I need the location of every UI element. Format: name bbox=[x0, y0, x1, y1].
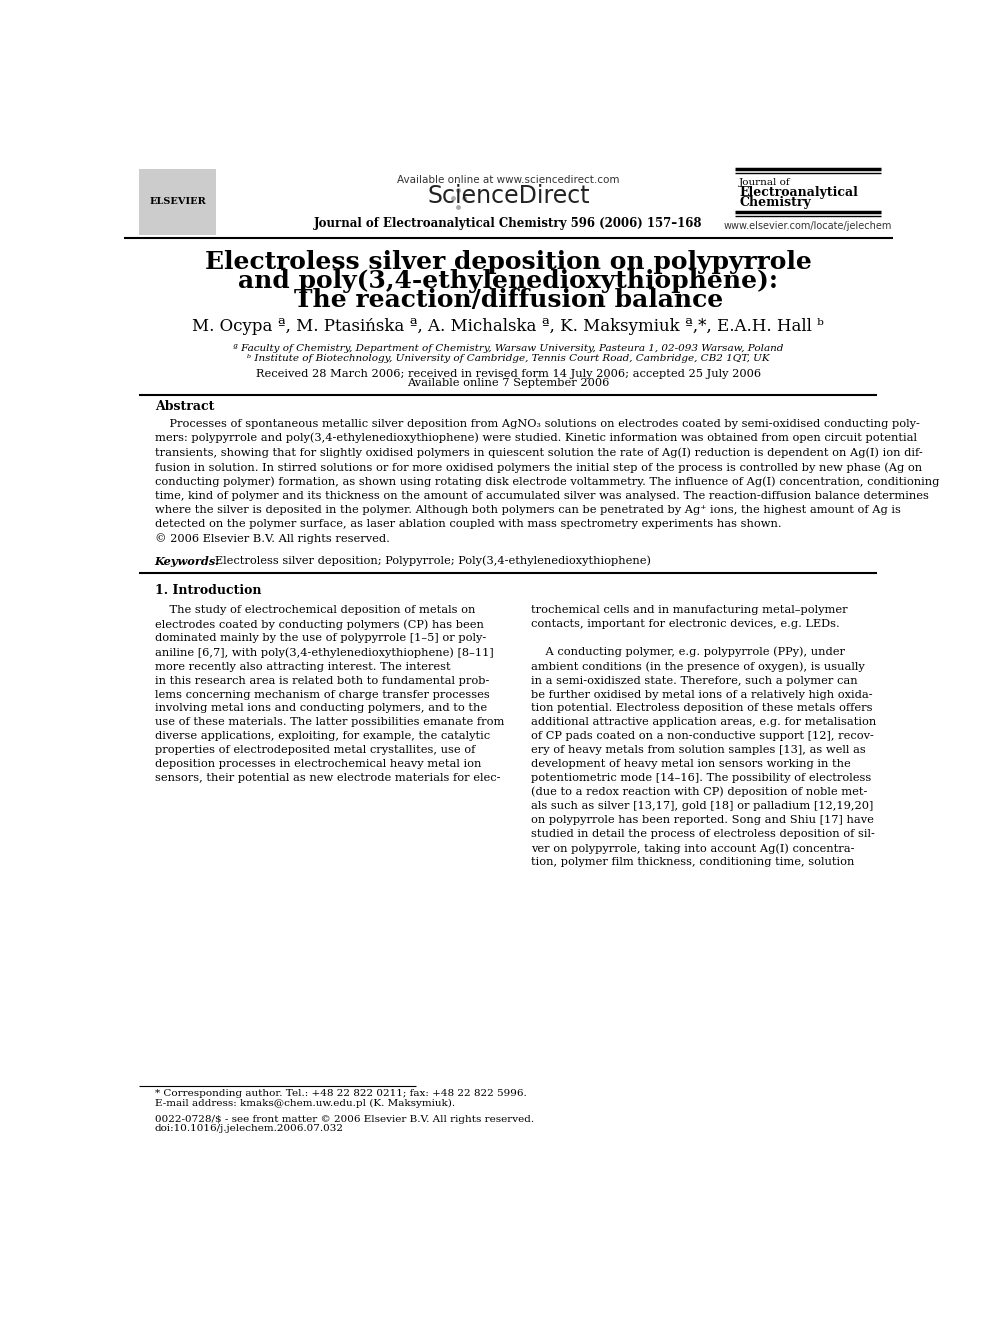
Text: 1. Introduction: 1. Introduction bbox=[155, 585, 261, 597]
Text: www.elsevier.com/locate/jelechem: www.elsevier.com/locate/jelechem bbox=[724, 221, 893, 232]
Text: ᵇ Institute of Biotechnology, University of Cambridge, Tennis Court Road, Cambri: ᵇ Institute of Biotechnology, University… bbox=[247, 355, 770, 363]
Text: and poly(3,4-ethylenedioxythiophene):: and poly(3,4-ethylenedioxythiophene): bbox=[238, 269, 779, 292]
Text: ScienceDirect: ScienceDirect bbox=[428, 184, 589, 209]
Text: Electroless silver deposition; Polypyrrole; Poly(3,4-ethylenedioxythiophene): Electroless silver deposition; Polypyrro… bbox=[214, 556, 651, 566]
Text: Keywords:: Keywords: bbox=[155, 556, 220, 566]
Text: Electroless silver deposition on polypyrrole: Electroless silver deposition on polypyr… bbox=[205, 250, 811, 274]
Text: Journal of Electroanalytical Chemistry 596 (2006) 157–168: Journal of Electroanalytical Chemistry 5… bbox=[314, 217, 702, 230]
Text: doi:10.1016/j.jelechem.2006.07.032: doi:10.1016/j.jelechem.2006.07.032 bbox=[155, 1125, 344, 1132]
Text: * Corresponding author. Tel.: +48 22 822 0211; fax: +48 22 822 5996.: * Corresponding author. Tel.: +48 22 822… bbox=[155, 1089, 527, 1098]
Text: Electroanalytical: Electroanalytical bbox=[739, 185, 858, 198]
Text: Abstract: Abstract bbox=[155, 400, 214, 413]
Text: Chemistry: Chemistry bbox=[739, 196, 810, 209]
Text: The reaction/diffusion balance: The reaction/diffusion balance bbox=[294, 288, 723, 312]
Text: Processes of spontaneous metallic silver deposition from AgNO₃ solutions on elec: Processes of spontaneous metallic silver… bbox=[155, 418, 939, 544]
Text: 0022-0728/$ - see front matter © 2006 Elsevier B.V. All rights reserved.: 0022-0728/$ - see front matter © 2006 El… bbox=[155, 1115, 534, 1125]
Text: The study of electrochemical deposition of metals on
electrodes coated by conduc: The study of electrochemical deposition … bbox=[155, 605, 504, 783]
Bar bbox=[139, 169, 216, 235]
Text: trochemical cells and in manufacturing metal–polymer
contacts, important for ele: trochemical cells and in manufacturing m… bbox=[532, 605, 877, 868]
Text: M. Ocypa ª, M. Ptasińska ª, A. Michalska ª, K. Maksymiuk ª,*, E.A.H. Hall ᵇ: M. Ocypa ª, M. Ptasińska ª, A. Michalska… bbox=[192, 319, 824, 335]
Text: Journal of: Journal of bbox=[739, 177, 791, 187]
Text: Available online 7 September 2006: Available online 7 September 2006 bbox=[407, 378, 610, 388]
Text: E-mail address: kmaks@chem.uw.edu.pl (K. Maksymiuk).: E-mail address: kmaks@chem.uw.edu.pl (K.… bbox=[155, 1098, 455, 1107]
Text: ª Faculty of Chemistry, Department of Chemistry, Warsaw University, Pasteura 1, : ª Faculty of Chemistry, Department of Ch… bbox=[233, 344, 784, 353]
Text: Available online at www.sciencedirect.com: Available online at www.sciencedirect.co… bbox=[397, 175, 620, 185]
Text: Received 28 March 2006; received in revised form 14 July 2006; accepted 25 July : Received 28 March 2006; received in revi… bbox=[256, 369, 761, 378]
Text: ELSEVIER: ELSEVIER bbox=[150, 197, 206, 206]
